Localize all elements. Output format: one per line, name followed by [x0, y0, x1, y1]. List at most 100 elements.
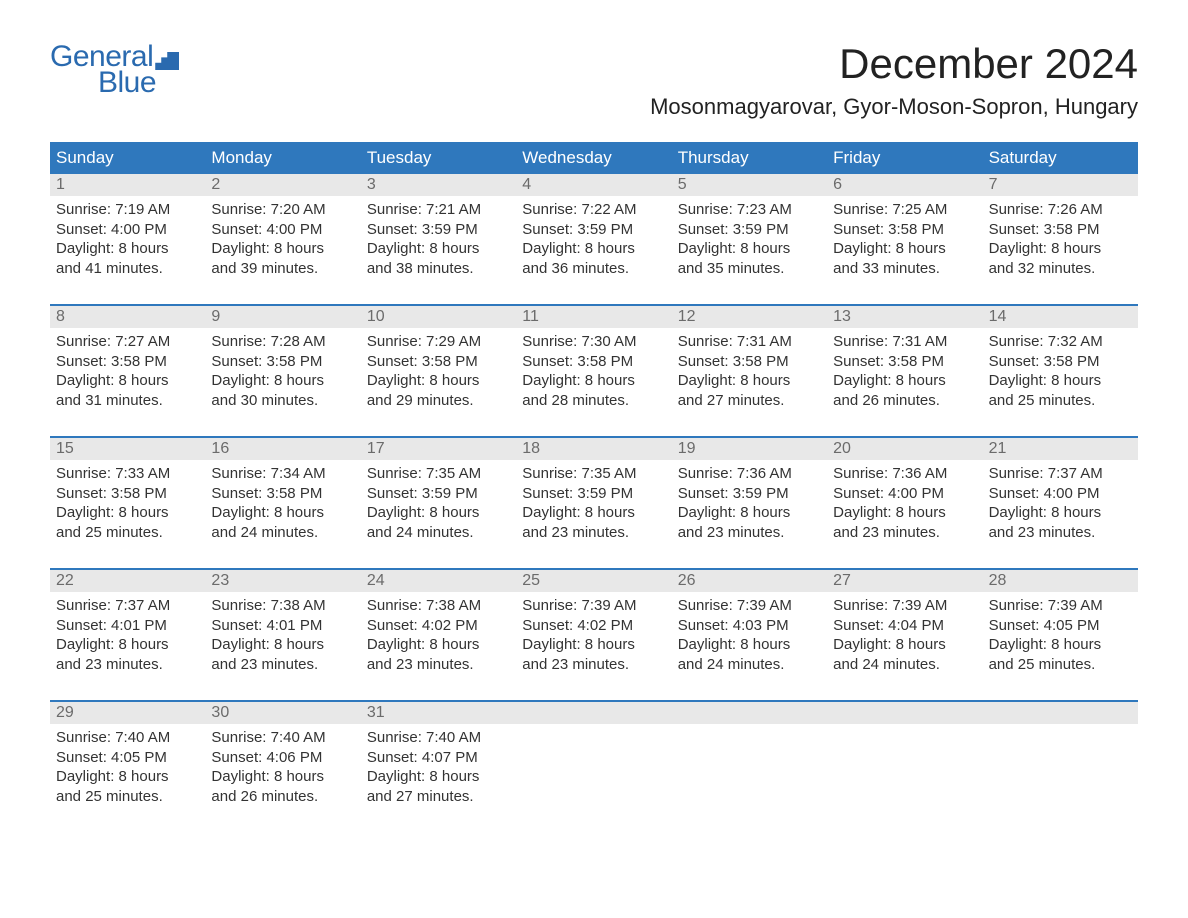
- daylight-text: and 23 minutes.: [678, 523, 821, 543]
- day-cell: Sunrise: 7:39 AMSunset: 4:03 PMDaylight:…: [672, 592, 827, 682]
- day-cell: Sunrise: 7:36 AMSunset: 4:00 PMDaylight:…: [827, 460, 982, 550]
- day-cell: Sunrise: 7:35 AMSunset: 3:59 PMDaylight:…: [361, 460, 516, 550]
- day-cell: Sunrise: 7:35 AMSunset: 3:59 PMDaylight:…: [516, 460, 671, 550]
- day-cell: Sunrise: 7:19 AMSunset: 4:00 PMDaylight:…: [50, 196, 205, 286]
- sunrise-text: Sunrise: 7:26 AM: [989, 200, 1132, 220]
- daylight-text: Daylight: 8 hours: [522, 503, 665, 523]
- date-number: 2: [205, 174, 360, 196]
- daylight-text: Daylight: 8 hours: [833, 503, 976, 523]
- daylight-text: and 23 minutes.: [211, 655, 354, 675]
- sunset-text: Sunset: 3:58 PM: [522, 352, 665, 372]
- date-number-row: 1234567: [50, 174, 1138, 196]
- sunrise-text: Sunrise: 7:34 AM: [211, 464, 354, 484]
- daylight-text: and 23 minutes.: [989, 523, 1132, 543]
- day-cell: Sunrise: 7:34 AMSunset: 3:58 PMDaylight:…: [205, 460, 360, 550]
- day-cell: Sunrise: 7:25 AMSunset: 3:58 PMDaylight:…: [827, 196, 982, 286]
- sunset-text: Sunset: 3:58 PM: [56, 484, 199, 504]
- daylight-text: Daylight: 8 hours: [56, 635, 199, 655]
- daylight-text: Daylight: 8 hours: [833, 635, 976, 655]
- daylight-text: Daylight: 8 hours: [367, 239, 510, 259]
- sunset-text: Sunset: 4:05 PM: [989, 616, 1132, 636]
- sunrise-text: Sunrise: 7:36 AM: [678, 464, 821, 484]
- sunset-text: Sunset: 3:58 PM: [56, 352, 199, 372]
- daylight-text: Daylight: 8 hours: [522, 239, 665, 259]
- day-cell: [983, 724, 1138, 814]
- weekday-header-row: Sunday Monday Tuesday Wednesday Thursday…: [50, 142, 1138, 174]
- sunrise-text: Sunrise: 7:39 AM: [678, 596, 821, 616]
- date-number-row: 22232425262728: [50, 570, 1138, 592]
- daylight-text: and 24 minutes.: [367, 523, 510, 543]
- day-cell: Sunrise: 7:29 AMSunset: 3:58 PMDaylight:…: [361, 328, 516, 418]
- sunset-text: Sunset: 4:06 PM: [211, 748, 354, 768]
- sunrise-text: Sunrise: 7:31 AM: [678, 332, 821, 352]
- day-cell: Sunrise: 7:23 AMSunset: 3:59 PMDaylight:…: [672, 196, 827, 286]
- date-number: 19: [672, 438, 827, 460]
- daylight-text: Daylight: 8 hours: [678, 635, 821, 655]
- date-number: 10: [361, 306, 516, 328]
- daylight-text: and 23 minutes.: [56, 655, 199, 675]
- sunrise-text: Sunrise: 7:28 AM: [211, 332, 354, 352]
- daylight-text: and 36 minutes.: [522, 259, 665, 279]
- sunset-text: Sunset: 4:04 PM: [833, 616, 976, 636]
- day-cell: Sunrise: 7:28 AMSunset: 3:58 PMDaylight:…: [205, 328, 360, 418]
- date-number: 30: [205, 702, 360, 724]
- sunrise-text: Sunrise: 7:40 AM: [56, 728, 199, 748]
- daylight-text: Daylight: 8 hours: [989, 371, 1132, 391]
- date-number-row: 293031: [50, 702, 1138, 724]
- sunset-text: Sunset: 3:59 PM: [367, 220, 510, 240]
- sunrise-text: Sunrise: 7:33 AM: [56, 464, 199, 484]
- daylight-text: and 24 minutes.: [678, 655, 821, 675]
- sunrise-text: Sunrise: 7:37 AM: [989, 464, 1132, 484]
- daylight-text: Daylight: 8 hours: [678, 371, 821, 391]
- sunset-text: Sunset: 3:58 PM: [211, 484, 354, 504]
- date-number: 11: [516, 306, 671, 328]
- sunrise-text: Sunrise: 7:37 AM: [56, 596, 199, 616]
- weekday-header: Wednesday: [516, 142, 671, 174]
- sunset-text: Sunset: 4:05 PM: [56, 748, 199, 768]
- sunset-text: Sunset: 3:59 PM: [678, 484, 821, 504]
- date-number-row: 15161718192021: [50, 438, 1138, 460]
- day-cell: Sunrise: 7:21 AMSunset: 3:59 PMDaylight:…: [361, 196, 516, 286]
- week-row: 22232425262728 Sunrise: 7:37 AM Sunset: 4:…: [50, 568, 1138, 682]
- daylight-text: Daylight: 8 hours: [678, 239, 821, 259]
- daylight-text: and 24 minutes.: [211, 523, 354, 543]
- day-cell: Sunrise: 7:27 AMSunset: 3:58 PMDaylight:…: [50, 328, 205, 418]
- daylight-text: Daylight: 8 hours: [56, 503, 199, 523]
- sunset-text: Sunset: 4:03 PM: [678, 616, 821, 636]
- logo: General Blue: [50, 40, 179, 100]
- logo-text-blue: Blue: [98, 66, 179, 100]
- daylight-text: Daylight: 8 hours: [678, 503, 821, 523]
- date-number: 22: [50, 570, 205, 592]
- day-cell: Sunrise: 7:30 AMSunset: 3:58 PMDaylight:…: [516, 328, 671, 418]
- daylight-text: and 25 minutes.: [989, 391, 1132, 411]
- day-cell: Sunrise: 7:39 AMSunset: 4:02 PMDaylight:…: [516, 592, 671, 682]
- sunrise-text: Sunrise: 7:23 AM: [678, 200, 821, 220]
- sunset-text: Sunset: 4:00 PM: [56, 220, 199, 240]
- sunrise-text: Sunrise: 7:40 AM: [367, 728, 510, 748]
- daylight-text: and 28 minutes.: [522, 391, 665, 411]
- date-number: 15: [50, 438, 205, 460]
- sunrise-text: Sunrise: 7:38 AM: [211, 596, 354, 616]
- date-number: 17: [361, 438, 516, 460]
- day-cell: Sunrise: 7:39 AMSunset: 4:04 PMDaylight:…: [827, 592, 982, 682]
- day-cell: Sunrise: 7:26 AMSunset: 3:58 PMDaylight:…: [983, 196, 1138, 286]
- daylight-text: and 27 minutes.: [678, 391, 821, 411]
- sunrise-text: Sunrise: 7:35 AM: [522, 464, 665, 484]
- sunset-text: Sunset: 4:00 PM: [833, 484, 976, 504]
- daylight-text: Daylight: 8 hours: [989, 635, 1132, 655]
- daylight-text: and 31 minutes.: [56, 391, 199, 411]
- day-cell: Sunrise: 7:33 AMSunset: 3:58 PMDaylight:…: [50, 460, 205, 550]
- daylight-text: Daylight: 8 hours: [367, 503, 510, 523]
- sunset-text: Sunset: 4:00 PM: [989, 484, 1132, 504]
- sunset-text: Sunset: 3:58 PM: [211, 352, 354, 372]
- date-number: 16: [205, 438, 360, 460]
- sunrise-text: Sunrise: 7:21 AM: [367, 200, 510, 220]
- date-number: 23: [205, 570, 360, 592]
- sunset-text: Sunset: 3:58 PM: [989, 220, 1132, 240]
- title-block: December 2024 Mosonmagyarovar, Gyor-Moso…: [650, 40, 1138, 134]
- sunset-text: Sunset: 4:02 PM: [367, 616, 510, 636]
- weekday-header: Thursday: [672, 142, 827, 174]
- day-cell: Sunrise: 7:38 AMSunset: 4:02 PMDaylight:…: [361, 592, 516, 682]
- sunrise-text: Sunrise: 7:39 AM: [989, 596, 1132, 616]
- daylight-text: and 24 minutes.: [833, 655, 976, 675]
